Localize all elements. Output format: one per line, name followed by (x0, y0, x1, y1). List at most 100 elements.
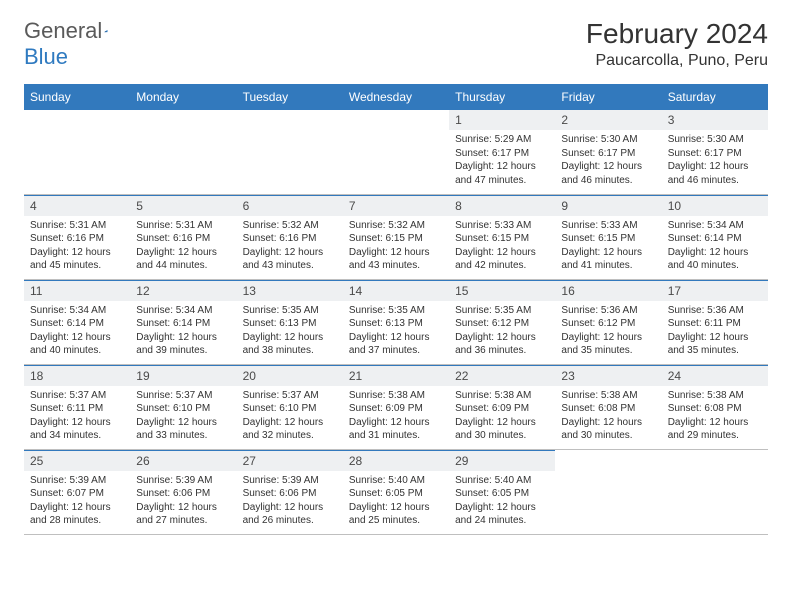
calendar-cell (130, 109, 236, 194)
day-content: Sunrise: 5:34 AMSunset: 6:14 PMDaylight:… (662, 216, 768, 279)
calendar-cell: 3Sunrise: 5:30 AMSunset: 6:17 PMDaylight… (662, 109, 768, 194)
day-content: Sunrise: 5:35 AMSunset: 6:13 PMDaylight:… (343, 301, 449, 364)
calendar-cell (24, 109, 130, 194)
day-content: Sunrise: 5:37 AMSunset: 6:10 PMDaylight:… (237, 386, 343, 449)
calendar-cell: 2Sunrise: 5:30 AMSunset: 6:17 PMDaylight… (555, 109, 661, 194)
month-title: February 2024 (586, 18, 768, 50)
day-content: Sunrise: 5:36 AMSunset: 6:12 PMDaylight:… (555, 301, 661, 364)
day-number: 15 (449, 280, 555, 301)
calendar-cell: 24Sunrise: 5:38 AMSunset: 6:08 PMDayligh… (662, 364, 768, 449)
calendar-cell: 29Sunrise: 5:40 AMSunset: 6:05 PMDayligh… (449, 449, 555, 534)
day-content: Sunrise: 5:32 AMSunset: 6:15 PMDaylight:… (343, 216, 449, 279)
day-content: Sunrise: 5:29 AMSunset: 6:17 PMDaylight:… (449, 130, 555, 193)
day-number: 26 (130, 450, 236, 471)
day-content: Sunrise: 5:30 AMSunset: 6:17 PMDaylight:… (662, 130, 768, 193)
day-content: Sunrise: 5:34 AMSunset: 6:14 PMDaylight:… (24, 301, 130, 364)
day-header: Thursday (449, 85, 555, 109)
day-number: 16 (555, 280, 661, 301)
calendar-cell: 26Sunrise: 5:39 AMSunset: 6:06 PMDayligh… (130, 449, 236, 534)
logo-triangle-icon (104, 22, 108, 40)
day-number: 11 (24, 280, 130, 301)
day-number: 24 (662, 365, 768, 386)
day-number: 9 (555, 195, 661, 216)
day-number: 13 (237, 280, 343, 301)
calendar-cell: 10Sunrise: 5:34 AMSunset: 6:14 PMDayligh… (662, 194, 768, 279)
day-content: Sunrise: 5:38 AMSunset: 6:09 PMDaylight:… (343, 386, 449, 449)
calendar-row: 25Sunrise: 5:39 AMSunset: 6:07 PMDayligh… (24, 449, 768, 534)
day-number: 1 (449, 110, 555, 130)
day-number: 5 (130, 195, 236, 216)
day-number: 18 (24, 365, 130, 386)
day-content: Sunrise: 5:30 AMSunset: 6:17 PMDaylight:… (555, 130, 661, 193)
calendar-cell: 17Sunrise: 5:36 AMSunset: 6:11 PMDayligh… (662, 279, 768, 364)
calendar-cell (662, 449, 768, 534)
day-content: Sunrise: 5:31 AMSunset: 6:16 PMDaylight:… (130, 216, 236, 279)
day-content: Sunrise: 5:32 AMSunset: 6:16 PMDaylight:… (237, 216, 343, 279)
day-content: Sunrise: 5:34 AMSunset: 6:14 PMDaylight:… (130, 301, 236, 364)
calendar-cell (555, 449, 661, 534)
day-content: Sunrise: 5:38 AMSunset: 6:09 PMDaylight:… (449, 386, 555, 449)
day-number: 27 (237, 450, 343, 471)
day-content: Sunrise: 5:39 AMSunset: 6:06 PMDaylight:… (130, 471, 236, 534)
day-content: Sunrise: 5:40 AMSunset: 6:05 PMDaylight:… (449, 471, 555, 534)
day-number: 20 (237, 365, 343, 386)
calendar-cell: 21Sunrise: 5:38 AMSunset: 6:09 PMDayligh… (343, 364, 449, 449)
calendar-cell: 5Sunrise: 5:31 AMSunset: 6:16 PMDaylight… (130, 194, 236, 279)
day-number: 8 (449, 195, 555, 216)
header: General February 2024 Paucarcolla, Puno,… (24, 18, 768, 70)
day-content: Sunrise: 5:40 AMSunset: 6:05 PMDaylight:… (343, 471, 449, 534)
day-content: Sunrise: 5:33 AMSunset: 6:15 PMDaylight:… (449, 216, 555, 279)
logo: General (24, 18, 128, 44)
day-header: Monday (130, 85, 236, 109)
calendar-cell: 22Sunrise: 5:38 AMSunset: 6:09 PMDayligh… (449, 364, 555, 449)
day-content: Sunrise: 5:38 AMSunset: 6:08 PMDaylight:… (555, 386, 661, 449)
day-number: 7 (343, 195, 449, 216)
calendar-cell (237, 109, 343, 194)
calendar-cell: 19Sunrise: 5:37 AMSunset: 6:10 PMDayligh… (130, 364, 236, 449)
day-content: Sunrise: 5:31 AMSunset: 6:16 PMDaylight:… (24, 216, 130, 279)
day-content: Sunrise: 5:35 AMSunset: 6:12 PMDaylight:… (449, 301, 555, 364)
calendar-cell: 12Sunrise: 5:34 AMSunset: 6:14 PMDayligh… (130, 279, 236, 364)
calendar-cell: 28Sunrise: 5:40 AMSunset: 6:05 PMDayligh… (343, 449, 449, 534)
day-number: 12 (130, 280, 236, 301)
calendar-cell: 16Sunrise: 5:36 AMSunset: 6:12 PMDayligh… (555, 279, 661, 364)
calendar-cell: 27Sunrise: 5:39 AMSunset: 6:06 PMDayligh… (237, 449, 343, 534)
day-number: 10 (662, 195, 768, 216)
day-header: Friday (555, 85, 661, 109)
day-number: 28 (343, 450, 449, 471)
calendar-cell: 13Sunrise: 5:35 AMSunset: 6:13 PMDayligh… (237, 279, 343, 364)
calendar-cell: 20Sunrise: 5:37 AMSunset: 6:10 PMDayligh… (237, 364, 343, 449)
logo-text-b: Blue (24, 44, 68, 69)
day-number: 19 (130, 365, 236, 386)
day-content: Sunrise: 5:39 AMSunset: 6:07 PMDaylight:… (24, 471, 130, 534)
day-content: Sunrise: 5:37 AMSunset: 6:11 PMDaylight:… (24, 386, 130, 449)
day-header: Tuesday (237, 85, 343, 109)
day-content: Sunrise: 5:38 AMSunset: 6:08 PMDaylight:… (662, 386, 768, 449)
day-number: 23 (555, 365, 661, 386)
day-number: 3 (662, 110, 768, 130)
calendar-cell: 14Sunrise: 5:35 AMSunset: 6:13 PMDayligh… (343, 279, 449, 364)
day-header: Wednesday (343, 85, 449, 109)
day-content: Sunrise: 5:39 AMSunset: 6:06 PMDaylight:… (237, 471, 343, 534)
calendar-cell: 8Sunrise: 5:33 AMSunset: 6:15 PMDaylight… (449, 194, 555, 279)
location: Paucarcolla, Puno, Peru (586, 52, 768, 70)
calendar-table: SundayMondayTuesdayWednesdayThursdayFrid… (24, 84, 768, 535)
day-number: 25 (24, 450, 130, 471)
day-number: 14 (343, 280, 449, 301)
day-content: Sunrise: 5:37 AMSunset: 6:10 PMDaylight:… (130, 386, 236, 449)
calendar-cell: 23Sunrise: 5:38 AMSunset: 6:08 PMDayligh… (555, 364, 661, 449)
calendar-row: 18Sunrise: 5:37 AMSunset: 6:11 PMDayligh… (24, 364, 768, 449)
calendar-header: SundayMondayTuesdayWednesdayThursdayFrid… (24, 85, 768, 109)
calendar-cell: 6Sunrise: 5:32 AMSunset: 6:16 PMDaylight… (237, 194, 343, 279)
day-number: 2 (555, 110, 661, 130)
day-content: Sunrise: 5:35 AMSunset: 6:13 PMDaylight:… (237, 301, 343, 364)
calendar-cell: 9Sunrise: 5:33 AMSunset: 6:15 PMDaylight… (555, 194, 661, 279)
title-block: February 2024 Paucarcolla, Puno, Peru (586, 18, 768, 70)
calendar-row: 4Sunrise: 5:31 AMSunset: 6:16 PMDaylight… (24, 194, 768, 279)
day-number: 29 (449, 450, 555, 471)
calendar-cell: 4Sunrise: 5:31 AMSunset: 6:16 PMDaylight… (24, 194, 130, 279)
calendar-body: 1Sunrise: 5:29 AMSunset: 6:17 PMDaylight… (24, 109, 768, 534)
calendar-cell: 25Sunrise: 5:39 AMSunset: 6:07 PMDayligh… (24, 449, 130, 534)
day-number: 6 (237, 195, 343, 216)
day-number: 22 (449, 365, 555, 386)
